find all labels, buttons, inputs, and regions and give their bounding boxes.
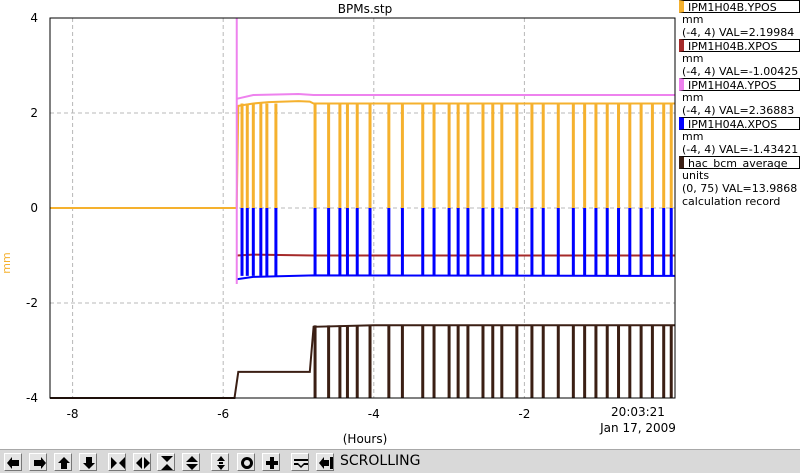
x-tick-label: -2 [518, 407, 530, 421]
plot-type-icon [294, 459, 308, 468]
y-axis-label: mm [0, 252, 13, 273]
series-line-0 [50, 100, 675, 209]
chart-title: BPMs.stp [338, 2, 392, 16]
pan-down-icon [83, 457, 95, 469]
plot-frame [49, 17, 676, 399]
pan-right-icon [34, 457, 46, 469]
y-tick-label: 2 [30, 106, 38, 120]
pan-up-button[interactable] [54, 453, 72, 471]
legend-units: mm [682, 130, 704, 143]
pan-right-button[interactable] [29, 453, 47, 471]
back-to-scroll-button[interactable] [316, 453, 334, 471]
legend-extra: calculation record [682, 195, 781, 208]
legend-series-name: IPM1H04A.XPOS [679, 117, 800, 130]
series-line-4 [50, 324, 675, 399]
auto-scale-icon [217, 456, 225, 470]
zoom-out-y-icon [186, 456, 198, 470]
chart: BPMs.stp mm -8 -6 -4 -2 -4 -2 0 2 4 (Hours) 20:0… [0, 2, 676, 446]
x-tick-label: -6 [217, 407, 229, 421]
plot-type-button[interactable] [291, 453, 309, 471]
x-tick-label: -8 [67, 407, 79, 421]
legend-range: (-4, 4) VAL=2.36883 [682, 104, 795, 117]
tick-layer: -8 -6 -4 -2 -4 -2 0 2 4 [26, 11, 530, 421]
zoom-out-y-button[interactable] [182, 453, 200, 471]
legend-series-name: IPM1H04A.YPOS [679, 78, 800, 91]
y-tick-label: 0 [30, 201, 38, 215]
legend-item[interactable]: hac_bcm_average units (0, 75) VAL=13.9868 c… [677, 156, 800, 208]
zoom-out-x-button[interactable] [133, 453, 151, 471]
scrolling-status: SCROLLING [340, 453, 421, 469]
x-tick-label: -4 [368, 407, 380, 421]
legend-series-name: IPM1H04B.XPOS [679, 39, 800, 52]
pan-left-icon [7, 457, 19, 469]
series-line-2 [236, 92, 675, 100]
legend-units: mm [682, 91, 704, 104]
series-line-3 [236, 274, 676, 281]
legend-units: mm [682, 52, 704, 65]
zoom-in-y-button[interactable] [157, 453, 175, 471]
pan-left-button[interactable] [4, 453, 22, 471]
y-tick-label: -4 [26, 391, 38, 405]
zoom-in-x-button[interactable] [108, 453, 126, 471]
legend-item[interactable]: IPM1H04A.YPOS mm (-4, 4) VAL=2.36883 [677, 78, 800, 117]
legend-series-name: hac_bcm_average [679, 156, 800, 169]
auto-scale-button[interactable] [211, 453, 229, 471]
legend-item[interactable]: IPM1H04B.YPOS mm (-4, 4) VAL=2.19984 [677, 0, 800, 39]
legend-units: mm [682, 13, 704, 26]
series-line-1 [236, 253, 675, 257]
pan-up-icon [58, 457, 70, 469]
legend-range: (-4, 4) VAL=-1.00425 [682, 65, 799, 78]
legend-series-name: IPM1H04B.YPOS [679, 0, 800, 13]
series-layer [50, 18, 676, 399]
legend-item[interactable]: IPM1H04B.XPOS mm (-4, 4) VAL=-1.00425 [677, 39, 800, 78]
legend: IPM1H04B.YPOS mm (-4, 4) VAL=2.19984 IPM1H0… [677, 0, 800, 208]
zoom-box-button[interactable] [237, 453, 255, 471]
date-label: Jan 17, 2009 [599, 421, 676, 435]
add-button[interactable] [262, 453, 280, 471]
back-to-scroll-icon [319, 457, 333, 469]
legend-units: units [682, 169, 710, 182]
pan-down-button[interactable] [79, 453, 97, 471]
y-tick-label: 4 [30, 11, 38, 25]
time-label: 20:03:21 [611, 405, 665, 419]
zoom-in-y-icon [161, 456, 173, 470]
zoom-out-x-icon [136, 457, 150, 469]
legend-range: (-4, 4) VAL=-1.43421 [682, 143, 799, 156]
y-tick-label: -2 [26, 296, 38, 310]
zoom-in-x-icon [111, 457, 125, 469]
legend-range: (0, 75) VAL=13.9868 [682, 182, 798, 195]
toolbar: SCROLLING [0, 449, 800, 473]
add-icon [266, 457, 278, 469]
legend-item[interactable]: IPM1H04A.XPOS mm (-4, 4) VAL=-1.43421 [677, 117, 800, 156]
x-axis-label: (Hours) [343, 432, 388, 446]
legend-range: (-4, 4) VAL=2.19984 [682, 26, 795, 39]
zoom-box-icon [241, 457, 254, 469]
